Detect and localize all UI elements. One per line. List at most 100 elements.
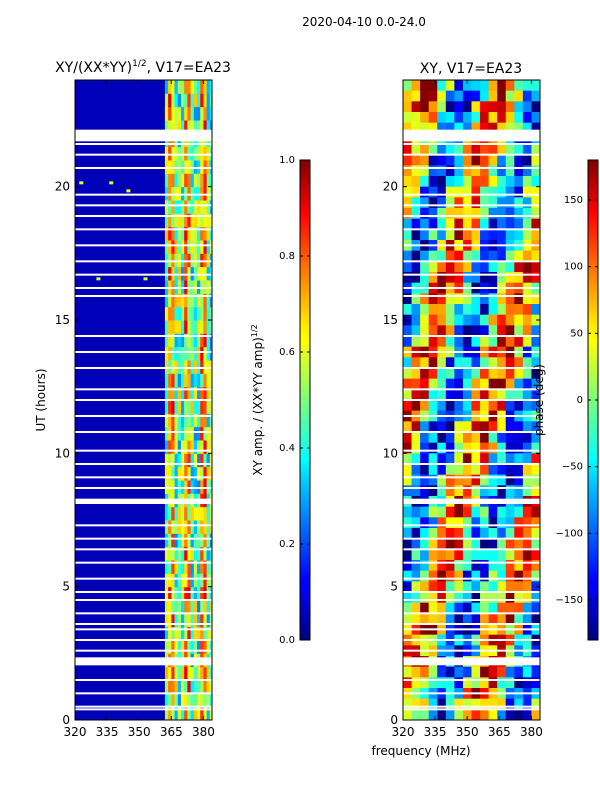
- phase-cell: [505, 154, 515, 166]
- phase-cell: [480, 272, 490, 284]
- phase-cell: [420, 314, 430, 326]
- amplitude-cell: [177, 293, 182, 308]
- amplitude-cell: [180, 600, 185, 614]
- flagged-gap: [403, 215, 540, 217]
- phase-cell: [445, 517, 455, 529]
- flagged-gap: [75, 388, 212, 391]
- amplitude-cell: [193, 280, 198, 294]
- phase-cell: [514, 122, 524, 134]
- phase-cell: [488, 453, 498, 465]
- phase-cell: [480, 304, 490, 316]
- amplitude-cell: [184, 613, 189, 628]
- phase-cell: [420, 112, 430, 124]
- amplitude-cell: [177, 546, 182, 561]
- amplitude-cell: [190, 266, 195, 281]
- phase-cell: [488, 677, 498, 689]
- phase-ytick-label: 5: [390, 580, 398, 594]
- amplitude-cell: [184, 386, 189, 401]
- amplitude-cell: [203, 426, 208, 441]
- amplitude-cell: [209, 640, 212, 654]
- amplitude-cell: [203, 706, 208, 720]
- amplitude-cell: [177, 586, 182, 601]
- amplitude-cell: [209, 453, 212, 468]
- amplitude-cell: [171, 320, 176, 334]
- phase-cell: [480, 368, 490, 380]
- phase-cell: [445, 592, 455, 604]
- phase-ytick-label: 0: [390, 713, 398, 727]
- amplitude-cell: [203, 360, 208, 374]
- phase-cell: [471, 250, 481, 262]
- flagged-gap: [403, 476, 540, 479]
- phase-cell: [454, 218, 464, 230]
- amplitude-cell: [200, 200, 205, 214]
- phase-cell: [505, 208, 515, 220]
- amplitude-cell: [203, 106, 208, 121]
- phase-cell: [514, 144, 524, 156]
- phase-cell: [471, 165, 481, 177]
- phase-cell: [505, 90, 515, 102]
- phase-cell: [488, 176, 498, 188]
- phase-cell: [411, 122, 421, 134]
- phase-cell: [462, 432, 472, 444]
- amplitude-cell: [203, 573, 208, 588]
- phase-cell: [445, 506, 455, 518]
- amplitude-cell: [164, 360, 169, 374]
- phase-cell: [437, 709, 447, 720]
- amplitude-cell: [193, 226, 198, 241]
- flagged-gap: [75, 204, 212, 207]
- phase-cell: [471, 144, 481, 156]
- phase-cell: [445, 325, 455, 337]
- phase-cell: [403, 304, 413, 316]
- amplitude-cell: [164, 93, 169, 108]
- phase-cell: [462, 336, 472, 348]
- phase-cell: [420, 709, 430, 720]
- amplitude-cell: [200, 186, 205, 201]
- phase-cell: [471, 432, 481, 444]
- phase-cell: [428, 378, 438, 390]
- flagged-gap: [75, 431, 212, 433]
- phase-cell: [471, 336, 481, 348]
- phase-cell: [437, 528, 447, 540]
- phase-cell: [462, 592, 472, 604]
- phase-cell: [403, 592, 413, 604]
- amplitude-cell: [187, 146, 192, 161]
- phase-cell: [497, 336, 507, 348]
- phase-cell: [488, 80, 498, 92]
- amplitude-cell: [164, 160, 169, 174]
- phase-cell: [403, 666, 413, 678]
- phase-cell: [403, 154, 413, 166]
- phase-cell: [437, 325, 447, 337]
- amplitude-cell: [206, 386, 211, 401]
- phase-colorbar-tick-label: −150: [556, 595, 583, 606]
- phase-cell: [454, 304, 464, 316]
- amplitude-cell: [190, 413, 195, 428]
- phase-cell: [531, 474, 540, 486]
- phase-cell: [437, 208, 447, 220]
- amplitude-cell: [180, 466, 185, 481]
- amplitude-cell: [180, 360, 185, 374]
- phase-cell: [471, 581, 481, 593]
- phase-cell: [454, 389, 464, 401]
- phase-cell: [445, 581, 455, 593]
- amplitude-cell: [184, 640, 189, 654]
- amplitude-cell: [171, 146, 176, 161]
- phase-cell: [505, 464, 515, 476]
- phase-cell: [514, 453, 524, 465]
- phase-cell: [522, 325, 532, 337]
- phase-cell: [497, 549, 507, 561]
- phase-cell: [522, 581, 532, 593]
- phase-cell: [462, 378, 472, 390]
- amplitude-cell: [200, 346, 205, 361]
- flagged-gap: [75, 463, 212, 465]
- phase-cell: [531, 272, 540, 284]
- phase-cell: [471, 421, 481, 433]
- phase-cell: [462, 698, 472, 710]
- amplitude-cell: [209, 586, 212, 601]
- phase-cell: [462, 314, 472, 326]
- phase-cell: [454, 698, 464, 710]
- phase-cell: [454, 421, 464, 433]
- phase-cell: [420, 666, 430, 678]
- phase-cell: [505, 250, 515, 262]
- amplitude-cell: [193, 640, 198, 654]
